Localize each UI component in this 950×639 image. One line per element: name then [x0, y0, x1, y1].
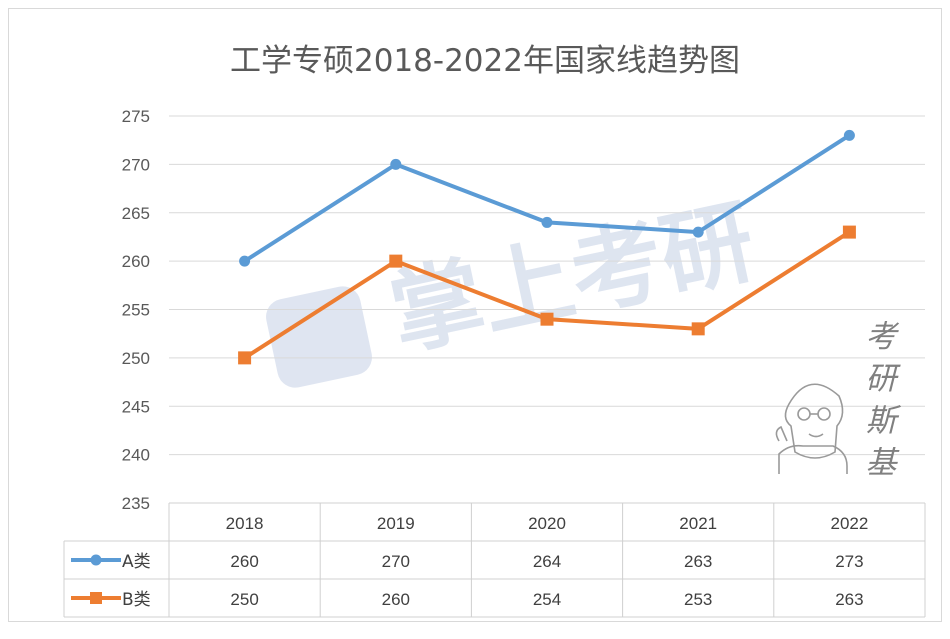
series-layer — [238, 129, 856, 365]
table-cell: 260 — [230, 552, 258, 571]
brand-logo: 考 研 斯 基 — [775, 319, 902, 481]
y-tick-label: 255 — [122, 301, 150, 320]
y-tick-label: 250 — [122, 349, 150, 368]
y-tick-label: 270 — [122, 155, 150, 174]
table-cell: 263 — [835, 590, 863, 609]
data-point — [692, 226, 704, 238]
data-point — [239, 255, 251, 267]
data-point — [843, 129, 855, 141]
y-tick-label: 265 — [122, 204, 150, 223]
data-point — [842, 225, 856, 239]
table-cell: 250 — [230, 590, 258, 609]
legend-marker — [90, 554, 102, 566]
cartoon-boy-icon — [775, 383, 848, 474]
gridlines — [169, 115, 925, 504]
watermark-logo-icon — [266, 286, 372, 388]
y-tick-label: 275 — [122, 107, 150, 126]
y-tick-label: 235 — [122, 494, 150, 513]
data-table: 2018 2019 2020 2021 2022 A类 260 270 264 263 273 B类 2… — [63, 502, 926, 618]
watermark: 掌上考研 — [266, 188, 764, 388]
brand-char-3: 斯 — [866, 403, 902, 439]
legend-marker — [90, 592, 102, 604]
table-cell: 270 — [382, 552, 410, 571]
table-cell: 254 — [533, 590, 561, 609]
brand-char-2: 研 — [866, 361, 902, 397]
brand-char-1: 考 — [866, 319, 900, 355]
chart-title: 工学专硕2018-2022年国家线趋势图 — [230, 43, 740, 79]
x-tick-label: 2021 — [679, 514, 717, 533]
x-tick-label: 2020 — [528, 514, 566, 533]
table-cell: 273 — [835, 552, 863, 571]
line-chart: 工学专硕2018-2022年国家线趋势图 掌上考研 275 270 265 260 25… — [63, 43, 926, 618]
data-point — [540, 312, 554, 326]
x-tick-label: 2018 — [226, 514, 264, 533]
legend-label: A类 — [122, 552, 151, 572]
data-point — [691, 322, 705, 336]
y-tick-label: 240 — [122, 446, 150, 465]
data-point — [541, 216, 553, 228]
y-tick-label: 260 — [122, 252, 150, 271]
data-point — [389, 254, 403, 268]
data-point — [238, 351, 252, 365]
x-tick-label: 2019 — [377, 514, 415, 533]
brand-char-4: 基 — [866, 445, 900, 481]
data-point — [390, 158, 402, 170]
y-axis-ticks: 275 270 265 260 255 250 245 240 235 — [122, 107, 150, 513]
x-tick-label: 2022 — [830, 514, 868, 533]
table-cell: 260 — [382, 590, 410, 609]
table-cell: 263 — [684, 552, 712, 571]
chart-frame: 工学专硕2018-2022年国家线趋势图 掌上考研 275 270 265 260 25… — [8, 8, 942, 622]
table-cell: 264 — [533, 552, 561, 571]
table-cell: 253 — [684, 590, 712, 609]
legend-label: B类 — [122, 590, 151, 610]
y-tick-label: 245 — [122, 397, 150, 416]
